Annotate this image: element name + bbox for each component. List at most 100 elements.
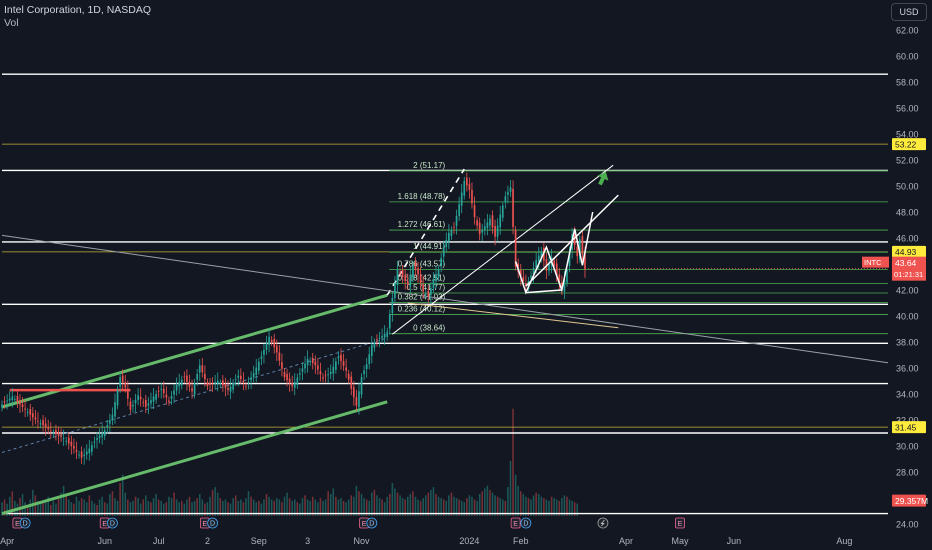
target-up-arrow	[597, 171, 609, 186]
candle	[219, 379, 222, 389]
candle-body	[278, 352, 281, 361]
currency-button[interactable]: USD	[891, 3, 927, 21]
time-tick-label: Sep	[251, 536, 267, 546]
volume-bar	[514, 474, 517, 516]
volume-bar	[191, 502, 193, 516]
candle-body	[268, 336, 270, 345]
volume-bar	[435, 494, 437, 516]
candle-body	[16, 396, 19, 402]
volume-bar	[419, 500, 422, 516]
price-tick-label: 40.00	[896, 312, 919, 322]
candle-body	[319, 371, 322, 375]
candle	[401, 264, 404, 284]
candle-body	[150, 400, 152, 404]
candle-body	[29, 409, 32, 415]
volume-bar	[540, 496, 543, 516]
volume-bar	[85, 502, 88, 516]
volume-bar	[258, 500, 260, 516]
candle	[329, 364, 332, 380]
candle	[116, 385, 119, 410]
candle-body	[399, 272, 401, 274]
volume-bar	[555, 499, 558, 516]
volume-bar	[211, 489, 214, 516]
volume-bar	[453, 496, 455, 516]
volume-bar	[450, 492, 453, 516]
volume-bar	[445, 500, 448, 516]
volume-bar	[281, 502, 283, 516]
candle-body	[473, 205, 476, 218]
candle	[196, 368, 199, 386]
candle	[435, 265, 437, 289]
candle-body	[211, 383, 214, 385]
candle-body	[558, 274, 561, 283]
candle-body	[350, 376, 353, 389]
candle	[270, 336, 273, 346]
price-tick-label: 38.00	[896, 338, 919, 348]
candle	[453, 222, 455, 234]
volume-bar	[137, 498, 139, 516]
volume-bar	[204, 503, 206, 516]
candle-body	[291, 383, 294, 387]
candle-body	[553, 260, 555, 267]
candle	[422, 275, 425, 299]
volume-bar	[145, 495, 147, 516]
price-tick-label: 60.00	[896, 52, 919, 62]
candle-body	[247, 381, 250, 384]
volume-bar	[391, 483, 394, 516]
volume-bar	[299, 503, 301, 516]
candle-body	[222, 380, 224, 386]
symbol-title: Intel Corporation, 1D, NASDAQ	[4, 4, 152, 16]
candle-body	[224, 383, 227, 388]
candle-body	[355, 397, 358, 406]
candle	[358, 382, 360, 415]
pattern-drawing[interactable]	[514, 169, 619, 295]
earnings-marker-box	[510, 517, 521, 529]
volume-bar	[183, 503, 186, 516]
candle	[29, 404, 32, 422]
volume-bar	[50, 505, 52, 516]
candle	[396, 260, 399, 293]
candle-body	[327, 374, 329, 375]
candle	[548, 256, 550, 276]
candle-body	[478, 222, 481, 235]
volume-bar	[147, 500, 150, 516]
candle	[419, 266, 422, 288]
time-tick-label: Feb	[513, 536, 529, 546]
candle	[309, 357, 312, 366]
candle-body	[340, 354, 342, 362]
candle-body	[147, 403, 150, 406]
candle-body	[219, 383, 222, 385]
price-label-text: 44.93	[895, 247, 917, 257]
volume-bar	[548, 500, 550, 516]
candle-body	[229, 386, 232, 392]
time-tick-label: Nov	[354, 536, 371, 546]
volume-bar	[196, 498, 198, 516]
volume-bar	[376, 495, 378, 516]
volume-bar	[134, 496, 137, 516]
volume-bar	[432, 487, 435, 516]
candle-body	[116, 389, 119, 406]
candle	[232, 379, 234, 394]
time-axis[interactable]: Apr Jun Jul 2 Sep 3 Nov 2024 Feb Apr May Jun Aug	[0, 536, 852, 546]
price-axis[interactable]: 62.00 60.00 58.00 56.00 54.00 52.00 50.00 48.00…	[584, 26, 928, 530]
volume-bar	[537, 494, 540, 516]
candle	[327, 367, 329, 384]
volume-bar	[317, 502, 319, 516]
candle-body	[448, 232, 450, 242]
volume-bar	[255, 502, 258, 516]
candle	[473, 196, 476, 225]
volume-bar	[70, 502, 73, 516]
candle	[186, 369, 188, 391]
candle	[214, 374, 216, 389]
candle	[388, 309, 391, 335]
candle-body	[396, 269, 399, 286]
candle	[121, 369, 124, 391]
candle-body	[365, 364, 368, 370]
candle	[476, 216, 478, 230]
candle-body	[430, 288, 432, 295]
candle	[373, 338, 376, 352]
volume-bar	[304, 495, 306, 516]
candle-body	[540, 251, 543, 259]
